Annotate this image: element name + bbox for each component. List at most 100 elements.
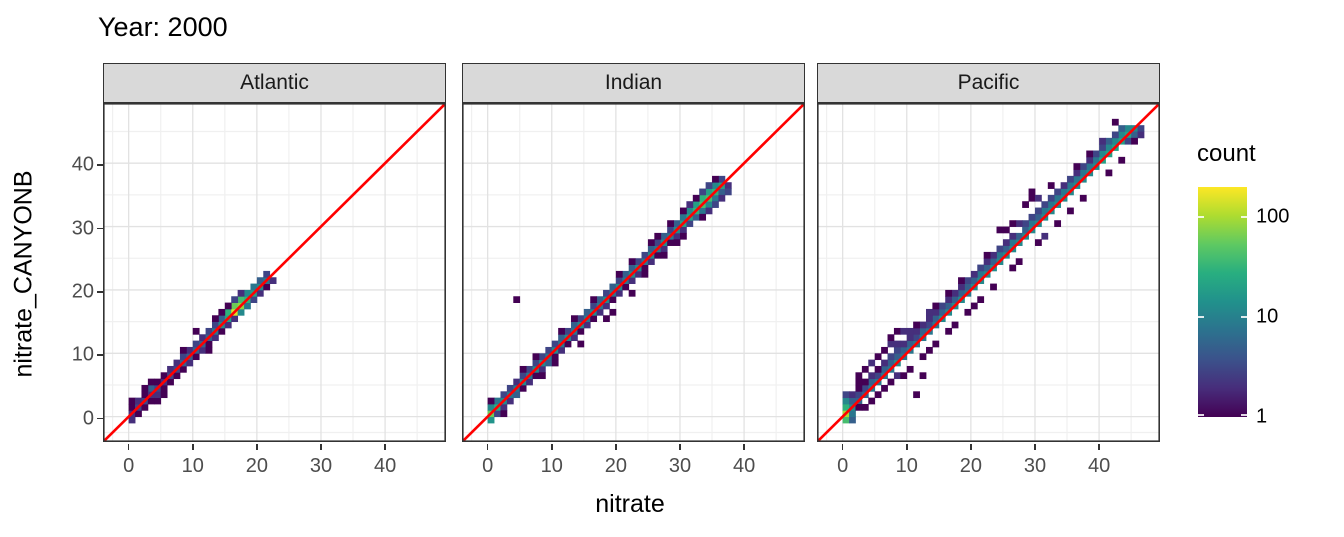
panel-graphic: [103, 103, 446, 442]
heatmap-bin: [237, 308, 245, 316]
heatmap-bin: [1105, 137, 1113, 145]
heatmap-bin: [667, 226, 674, 234]
heatmap-bin: [983, 264, 991, 272]
heatmap-bin: [679, 226, 687, 234]
heatmap-bin: [577, 315, 585, 323]
heatmap-bin: [1092, 156, 1100, 164]
heatmap-bin: [887, 359, 895, 367]
x-axis-tick-label: 40: [373, 455, 397, 477]
heatmap-bin: [893, 353, 901, 361]
heatmap-bin: [718, 188, 726, 196]
heatmap-bin: [705, 207, 713, 215]
heatmap-bin: [211, 334, 219, 342]
heatmap-bin: [545, 359, 553, 367]
facet-strip-label: Pacific: [957, 71, 1020, 94]
heatmap-bin: [861, 403, 869, 411]
heatmap-bin: [641, 264, 649, 272]
heatmap-bin: [192, 327, 200, 335]
heatmap-bin: [887, 340, 895, 348]
heatmap-bin: [205, 346, 213, 354]
heatmap-bin: [1086, 156, 1094, 164]
heatmap-bin: [699, 213, 707, 221]
heatmap-bin: [1015, 220, 1023, 227]
heatmap-bin: [256, 277, 264, 284]
heatmap-bin: [1054, 188, 1062, 196]
heatmap-bin: [622, 283, 630, 291]
x-axis-tick: [905, 444, 908, 450]
heatmap-bin: [881, 384, 888, 392]
heatmap-bin: [1111, 118, 1119, 126]
heatmap-bin: [699, 188, 707, 196]
heatmap-bin: [211, 315, 219, 323]
heatmap-bin: [977, 270, 985, 278]
heatmap-bin: [244, 302, 251, 310]
y-axis-tick: [97, 227, 103, 230]
heatmap-bin: [1131, 131, 1138, 139]
x-axis-tick: [841, 444, 844, 450]
x-axis-tick-label: 40: [732, 455, 756, 477]
heatmap-bin: [487, 403, 495, 411]
heatmap-bin: [1131, 137, 1138, 145]
heatmap-bin: [545, 346, 553, 354]
heatmap-bin: [558, 334, 565, 342]
heatmap-bin: [712, 182, 719, 189]
heatmap-bin: [1099, 150, 1106, 158]
heatmap-bin: [1041, 232, 1049, 240]
facet-strip-label: Indian: [604, 71, 663, 94]
heatmap-bin: [583, 321, 591, 329]
heatmap-bin: [269, 277, 277, 284]
heatmap-bin: [932, 340, 940, 348]
heatmap-bin: [945, 289, 953, 297]
heatmap-bin: [135, 397, 142, 405]
heatmap-bin: [1022, 201, 1029, 208]
heatmap-bin: [1002, 239, 1010, 246]
heatmap-bin: [154, 391, 162, 399]
heatmap-bin: [654, 251, 662, 259]
heatmap-bin: [173, 359, 181, 367]
heatmap-bin: [263, 283, 271, 291]
heatmap-bin: [964, 308, 972, 316]
y-axis-tick-label: 20: [71, 280, 94, 303]
heatmap-bin: [958, 283, 965, 291]
heatmap-bin: [506, 384, 514, 392]
heatmap-bin: [686, 207, 694, 215]
facet-strip-atlantic: Atlantic: [103, 63, 446, 103]
x-axis-tick-label: 10: [540, 455, 563, 477]
heatmap-bin: [167, 378, 174, 386]
heatmap-bin: [205, 327, 213, 335]
heatmap-bin: [1073, 175, 1081, 183]
heatmap-bin: [218, 315, 226, 323]
heatmap-bin: [519, 384, 527, 392]
heatmap-bin: [141, 403, 149, 411]
x-axis-tick: [320, 444, 322, 450]
heatmap-bin: [128, 403, 136, 411]
x-axis-tick-label: 30: [1023, 455, 1047, 477]
heatmap-bin: [199, 346, 206, 354]
heatmap-bin: [583, 308, 591, 316]
x-axis-tick: [615, 444, 617, 450]
heatmap-bin: [128, 416, 136, 424]
heatmap-bin: [609, 296, 617, 303]
heatmap-bin: [925, 346, 933, 354]
y-axis-tick: [97, 164, 103, 166]
heatmap-bin: [900, 346, 908, 354]
heatmap-bin: [945, 296, 953, 303]
heatmap-bin: [919, 321, 927, 329]
heatmap-bin: [1086, 163, 1094, 170]
heatmap-bin: [925, 321, 933, 329]
heatmap-bin: [218, 327, 226, 335]
heatmap-bin: [996, 226, 1004, 234]
heatmap-bin: [1054, 220, 1062, 227]
heatmap-bin: [893, 372, 901, 380]
heatmap-bin: [211, 321, 219, 329]
heatmap-bin: [842, 416, 850, 424]
legend-tick-right: [1241, 216, 1247, 219]
heatmap-bin: [147, 397, 155, 405]
heatmap-bin: [250, 296, 258, 303]
heatmap-bin: [1041, 201, 1049, 208]
heatmap-bin: [590, 315, 598, 323]
heatmap-bin: [990, 258, 997, 265]
heatmap-bin: [224, 308, 232, 316]
heatmap-bin: [609, 308, 617, 316]
y-axis-tick-label: 40: [71, 153, 94, 176]
